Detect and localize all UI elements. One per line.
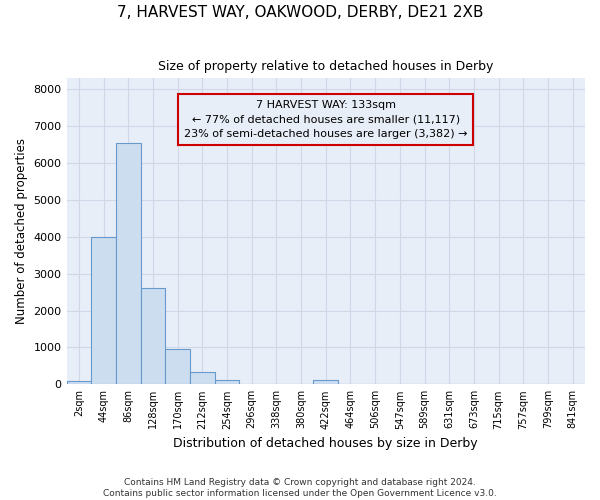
Y-axis label: Number of detached properties: Number of detached properties [15,138,28,324]
Bar [165,350,190,384]
Text: Contains HM Land Registry data © Crown copyright and database right 2024.
Contai: Contains HM Land Registry data © Crown c… [103,478,497,498]
Text: 7 HARVEST WAY: 133sqm
← 77% of detached houses are smaller (11,117)
23% of semi-: 7 HARVEST WAY: 133sqm ← 77% of detached … [184,100,467,140]
Bar [190,372,215,384]
Bar [140,288,165,384]
Bar [215,380,239,384]
Bar [67,382,91,384]
X-axis label: Distribution of detached houses by size in Derby: Distribution of detached houses by size … [173,437,478,450]
Title: Size of property relative to detached houses in Derby: Size of property relative to detached ho… [158,60,493,73]
Bar [91,237,116,384]
Bar [313,380,338,384]
Text: 7, HARVEST WAY, OAKWOOD, DERBY, DE21 2XB: 7, HARVEST WAY, OAKWOOD, DERBY, DE21 2XB [117,5,483,20]
Bar [116,143,140,384]
